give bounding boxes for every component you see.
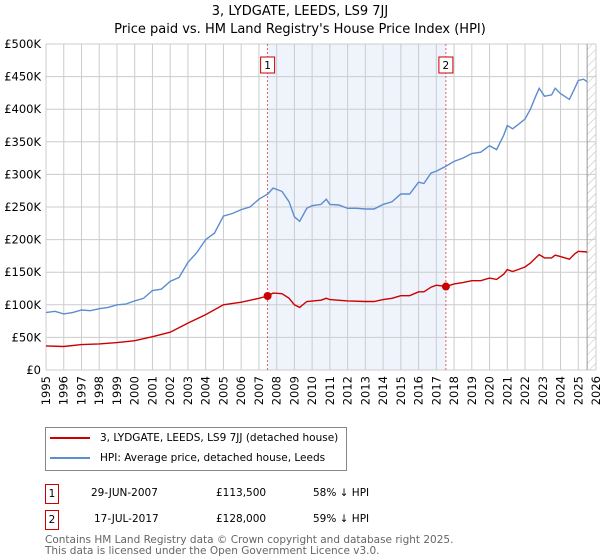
marker-label: 2 (443, 60, 450, 72)
x-tick-label: 2014 (376, 376, 390, 405)
y-tick-label: £0 (26, 363, 41, 377)
transaction-date: 29-JUN-2007 (91, 487, 158, 499)
legend: 3, LYDGATE, LEEDS, LS9 7JJ (detached hou… (45, 427, 347, 471)
transaction-date: 17-JUL-2017 (94, 513, 159, 525)
marker-label-box (438, 56, 454, 74)
x-tick-label: 2015 (394, 376, 408, 405)
y-tick-label: £250K (4, 200, 41, 214)
x-tick-label: 2019 (465, 376, 479, 405)
legend-item-hpi: HPI: Average price, detached house, Leed… (50, 452, 325, 464)
attribution: Contains HM Land Registry data © Crown c… (45, 535, 453, 557)
transaction-row: 1 29-JUN-2007 £113,500 58% ↓ HPI (45, 484, 445, 504)
x-tick-label: 2013 (358, 376, 372, 405)
hpi-line (45, 78, 588, 315)
property-price-line (45, 250, 588, 348)
x-tick-label: 2011 (323, 376, 337, 405)
x-tick-label: 2009 (287, 376, 301, 405)
x-tick-label: 2021 (500, 376, 514, 405)
y-tick-label: £100K (4, 298, 41, 312)
y-tick-label: £50K (12, 330, 42, 344)
y-tick-label: £500K (4, 37, 41, 51)
chart-title-line1: 3, LYDGATE, LEEDS, LS9 7JJ (211, 4, 389, 19)
marker-label: 1 (264, 60, 271, 72)
x-tick-label: 2016 (412, 376, 426, 405)
transaction-price: £128,000 (216, 513, 267, 525)
x-tick-label: 2012 (341, 376, 355, 405)
x-tick-label: 2000 (128, 376, 142, 405)
y-tick-label: £350K (4, 135, 41, 149)
x-tick-label: 2001 (145, 376, 159, 405)
x-tick-label: 1997 (74, 376, 88, 405)
x-tick-label: 2025 (571, 376, 585, 405)
x-tick-label: 2003 (181, 376, 195, 405)
x-tick-label: 2026 (589, 376, 600, 405)
sale-point (441, 282, 450, 291)
x-tick-label: 2002 (163, 376, 177, 405)
legend-label: HPI: Average price, detached house, Leed… (100, 452, 326, 464)
marker-label-box (260, 56, 276, 74)
x-tick-label: 2020 (483, 376, 497, 405)
x-tick-label: 2018 (447, 376, 461, 405)
x-tick-label: 2017 (429, 376, 443, 405)
x-tick-label: 1995 (39, 376, 53, 405)
x-tick-label: 1998 (92, 376, 106, 405)
footer-line2: This data is licensed under the Open Gov… (45, 545, 380, 557)
y-tick-label: £150K (4, 265, 41, 279)
transaction-price: £113,500 (216, 487, 267, 499)
x-tick-label: 2023 (536, 376, 550, 405)
y-tick-label: £400K (4, 102, 41, 116)
y-tick-label: £450K (4, 70, 41, 84)
x-tick-label: 2004 (199, 376, 213, 405)
y-tick-label: £300K (4, 167, 41, 181)
x-tick-label: 2007 (252, 376, 266, 405)
x-tick-label: 2022 (518, 376, 532, 405)
x-tick-label: 2008 (270, 376, 284, 405)
x-tick-label: 2024 (554, 376, 568, 405)
chart-title-line2: Price paid vs. HM Land Registry's House … (114, 22, 486, 37)
transaction-hpi: 59% ↓ HPI (313, 513, 370, 525)
x-tick-label: 2010 (305, 376, 319, 405)
legend-label: 3, LYDGATE, LEEDS, LS9 7JJ (detached hou… (100, 432, 339, 444)
footer-line1: Contains HM Land Registry data © Crown c… (45, 534, 454, 546)
transaction-number: 1 (45, 484, 59, 504)
x-tick-label: 1999 (110, 376, 124, 405)
legend-swatch-red (50, 437, 90, 439)
y-tick-label: £200K (4, 233, 41, 247)
transaction-number: 2 (45, 510, 59, 530)
transaction-row: 2 17-JUL-2017 £128,000 59% ↓ HPI (45, 510, 445, 530)
x-tick-label: 2006 (234, 376, 248, 405)
legend-swatch-blue (50, 457, 90, 459)
x-tick-label: 2005 (216, 376, 230, 405)
transaction-hpi: 58% ↓ HPI (313, 487, 370, 499)
x-tick-label: 1996 (57, 376, 71, 405)
sale-point (263, 291, 272, 300)
legend-item-property: 3, LYDGATE, LEEDS, LS9 7JJ (detached hou… (50, 432, 338, 444)
price-chart: 1995 1996 1997 1998 1999 2000 2001 2002 2003 2004… (4, 37, 600, 405)
